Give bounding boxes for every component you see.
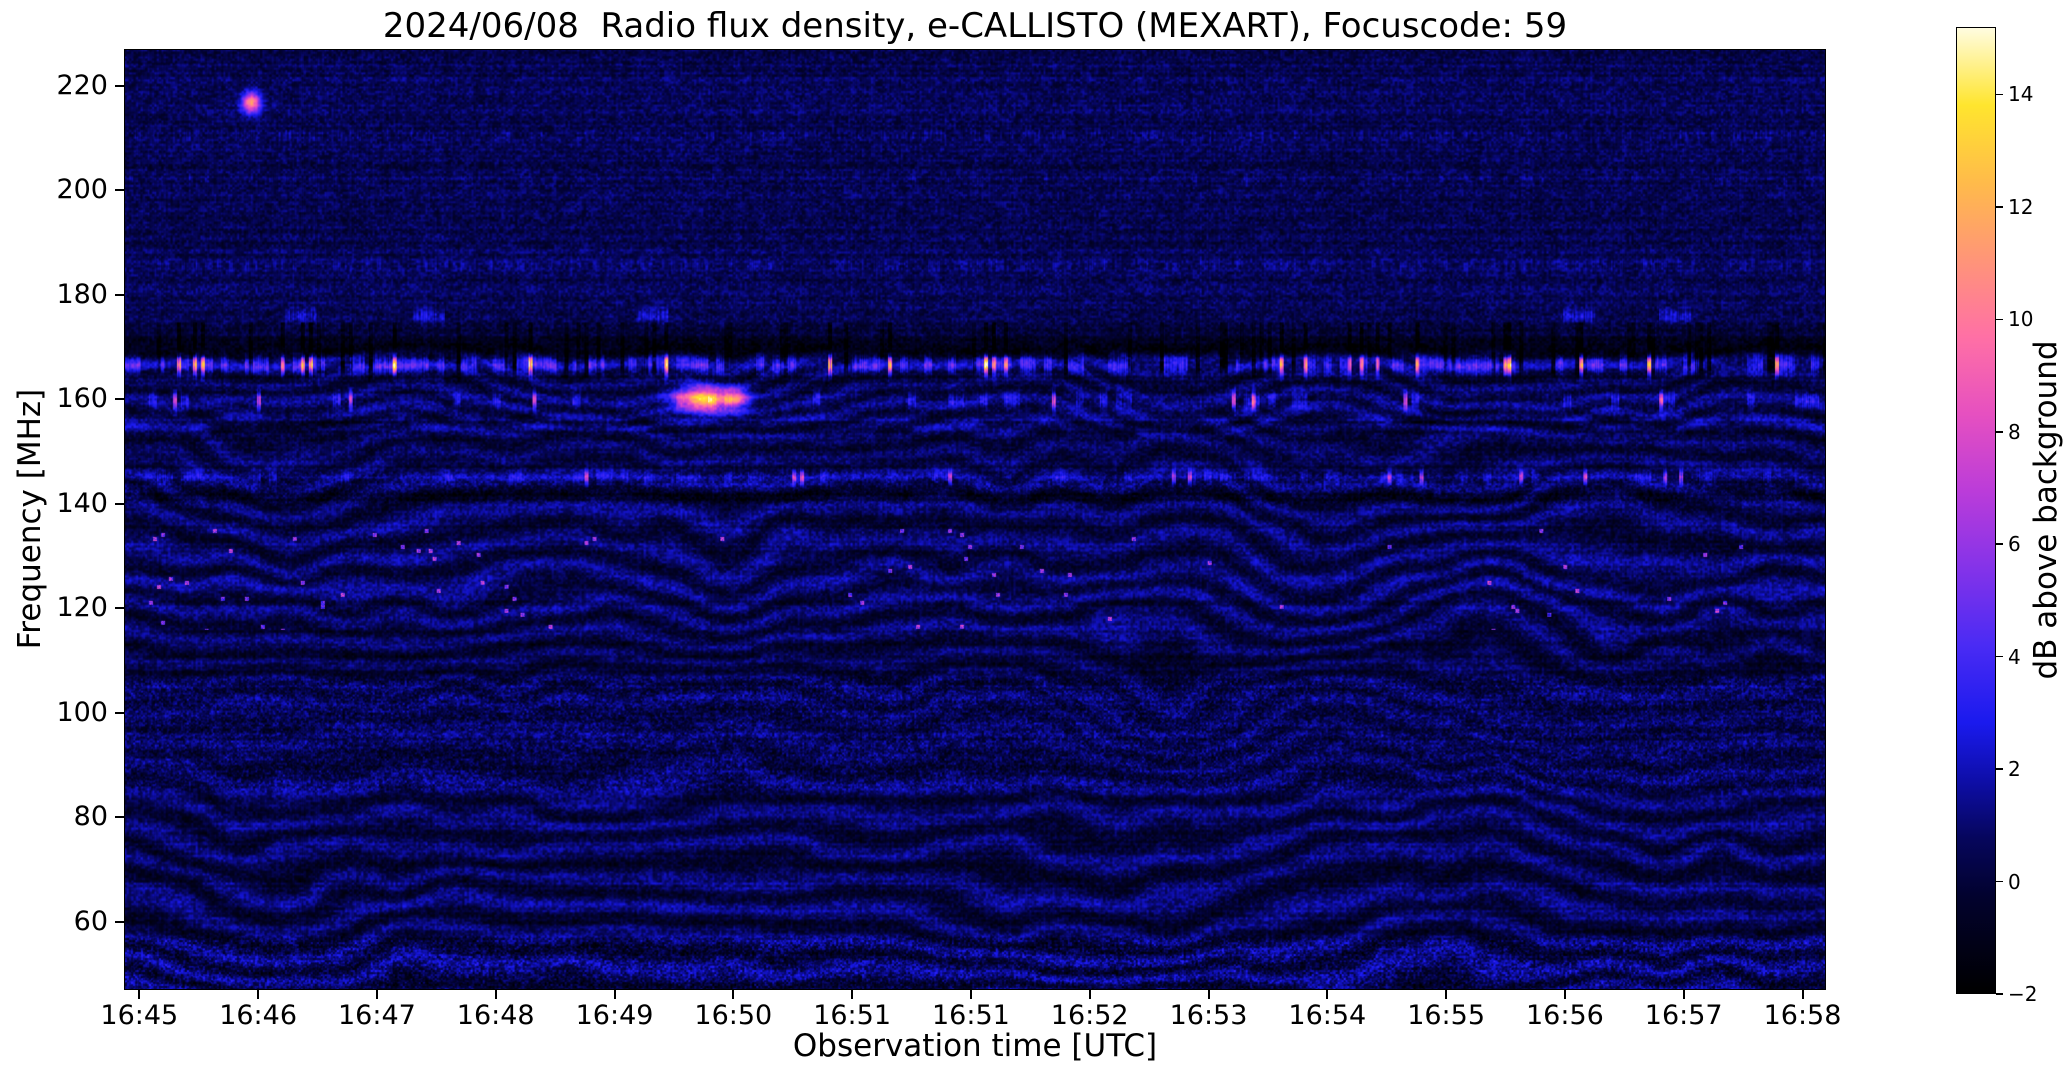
colorbar-tick-mark xyxy=(1996,993,2003,995)
colorbar-tick-label: 2 xyxy=(2008,757,2021,782)
x-tick-mark xyxy=(1563,990,1566,999)
y-tick-label: 160 xyxy=(56,383,108,415)
colorbar-label: dB above background xyxy=(2028,340,2064,680)
colorbar-tick-label: 12 xyxy=(2008,194,2034,219)
x-tick-mark xyxy=(494,990,497,999)
x-tick-mark xyxy=(375,990,378,999)
x-tick-mark xyxy=(969,990,972,999)
x-tick-mark xyxy=(1207,990,1210,999)
x-tick-label: 16:49 xyxy=(575,1000,654,1031)
colorbar-tick-mark xyxy=(1996,543,2003,546)
x-tick-mark xyxy=(138,990,141,999)
x-tick-label: 16:57 xyxy=(1644,1000,1723,1031)
y-tick-mark xyxy=(115,607,124,610)
colorbar-tick-mark xyxy=(1996,206,2003,208)
x-tick-mark xyxy=(1326,990,1329,999)
y-tick-mark xyxy=(115,293,124,296)
y-tick-label: 140 xyxy=(56,487,108,519)
y-tick-label: 200 xyxy=(56,174,108,206)
y-tick-label: 180 xyxy=(56,278,108,310)
x-tick-label: 16:48 xyxy=(456,1000,535,1031)
x-tick-label: 16:51 xyxy=(932,1000,1010,1031)
y-tick-mark xyxy=(115,502,124,505)
colorbar-tick-mark xyxy=(1996,318,2003,321)
y-tick-label: 60 xyxy=(73,906,108,938)
x-axis-label: Observation time [UTC] xyxy=(792,1028,1158,1064)
colorbar-tick-label: 6 xyxy=(2008,532,2021,557)
colorbar-tick-label: 14 xyxy=(2008,82,2034,107)
colorbar-gradient xyxy=(1956,27,1996,994)
x-tick-mark xyxy=(1445,990,1448,999)
y-tick-mark xyxy=(115,84,124,87)
colorbar-tick-mark xyxy=(1996,93,2003,96)
chart-title: 2024/06/08 Radio flux density, e-CALLIST… xyxy=(382,6,1568,46)
x-tick-label: 16:51 xyxy=(813,1000,892,1031)
y-tick-mark xyxy=(115,711,124,714)
colorbar-tick-mark xyxy=(1996,768,2003,770)
y-tick-mark xyxy=(115,921,124,924)
y-tick-label: 220 xyxy=(56,69,108,101)
x-tick-label: 16:53 xyxy=(1169,1000,1248,1031)
colorbar-tick-label: −2 xyxy=(2008,982,2038,1006)
x-tick-label: 16:55 xyxy=(1407,1000,1486,1031)
x-tick-mark xyxy=(613,990,616,999)
y-tick-label: 80 xyxy=(73,801,108,833)
colorbar-tick-label: 8 xyxy=(2008,419,2021,444)
x-tick-label: 16:58 xyxy=(1763,1000,1842,1031)
y-tick-mark xyxy=(115,816,124,819)
y-tick-label: 120 xyxy=(56,592,108,624)
colorbar-tick-mark xyxy=(1996,430,2003,433)
spectrogram-plot xyxy=(124,49,1826,990)
x-tick-mark xyxy=(1801,990,1804,999)
colorbar-tick-mark xyxy=(1996,880,2003,883)
y-tick-mark xyxy=(115,189,124,192)
x-tick-label: 16:47 xyxy=(338,1000,416,1031)
colorbar-tick-label: 0 xyxy=(2008,869,2021,894)
y-tick-label: 100 xyxy=(56,696,108,728)
x-tick-mark xyxy=(1088,990,1091,999)
spectrogram-canvas xyxy=(125,50,1825,989)
colorbar-tick-label: 10 xyxy=(2008,307,2034,332)
x-tick-label: 16:45 xyxy=(100,1000,179,1031)
y-tick-mark xyxy=(115,398,124,401)
x-tick-label: 16:50 xyxy=(694,1000,773,1031)
x-tick-label: 16:54 xyxy=(1288,1000,1367,1031)
x-tick-label: 16:46 xyxy=(219,1000,298,1031)
x-tick-mark xyxy=(732,990,735,999)
x-tick-label: 16:52 xyxy=(1050,1000,1129,1031)
colorbar-tick-label: 4 xyxy=(2008,644,2021,669)
x-tick-mark xyxy=(851,990,854,999)
x-tick-label: 16:56 xyxy=(1526,1000,1604,1031)
x-tick-mark xyxy=(1682,990,1685,999)
x-tick-mark xyxy=(257,990,260,999)
colorbar-tick-mark xyxy=(1996,655,2003,658)
